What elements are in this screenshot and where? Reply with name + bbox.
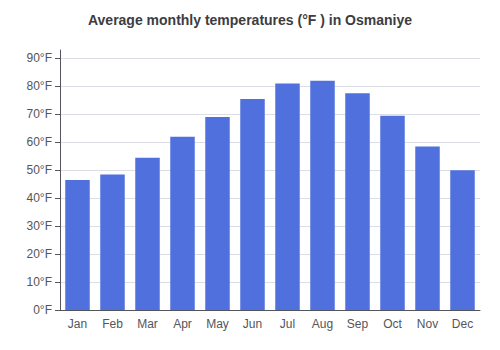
svg-text:50°F: 50°F: [27, 163, 52, 177]
svg-text:10°F: 10°F: [27, 275, 52, 289]
svg-text:0°F: 0°F: [33, 303, 52, 317]
svg-text:80°F: 80°F: [27, 79, 52, 93]
svg-text:30°F: 30°F: [27, 219, 52, 233]
svg-text:Jun: Jun: [243, 317, 262, 331]
svg-text:Average monthly temperatures (: Average monthly temperatures (°F ) in Os…: [88, 12, 412, 28]
svg-text:Jan: Jan: [68, 317, 87, 331]
svg-text:Oct: Oct: [383, 317, 402, 331]
svg-text:Jul: Jul: [280, 317, 295, 331]
svg-text:40°F: 40°F: [27, 191, 52, 205]
svg-text:Sep: Sep: [347, 317, 369, 331]
svg-text:70°F: 70°F: [27, 107, 52, 121]
svg-text:Feb: Feb: [102, 317, 123, 331]
svg-text:Dec: Dec: [452, 317, 473, 331]
svg-text:Nov: Nov: [417, 317, 438, 331]
svg-text:Aug: Aug: [312, 317, 333, 331]
svg-text:May: May: [206, 317, 229, 331]
svg-text:90°F: 90°F: [27, 51, 52, 65]
svg-text:Apr: Apr: [173, 317, 192, 331]
svg-text:60°F: 60°F: [27, 135, 52, 149]
svg-text:20°F: 20°F: [27, 247, 52, 261]
svg-text:Mar: Mar: [137, 317, 158, 331]
